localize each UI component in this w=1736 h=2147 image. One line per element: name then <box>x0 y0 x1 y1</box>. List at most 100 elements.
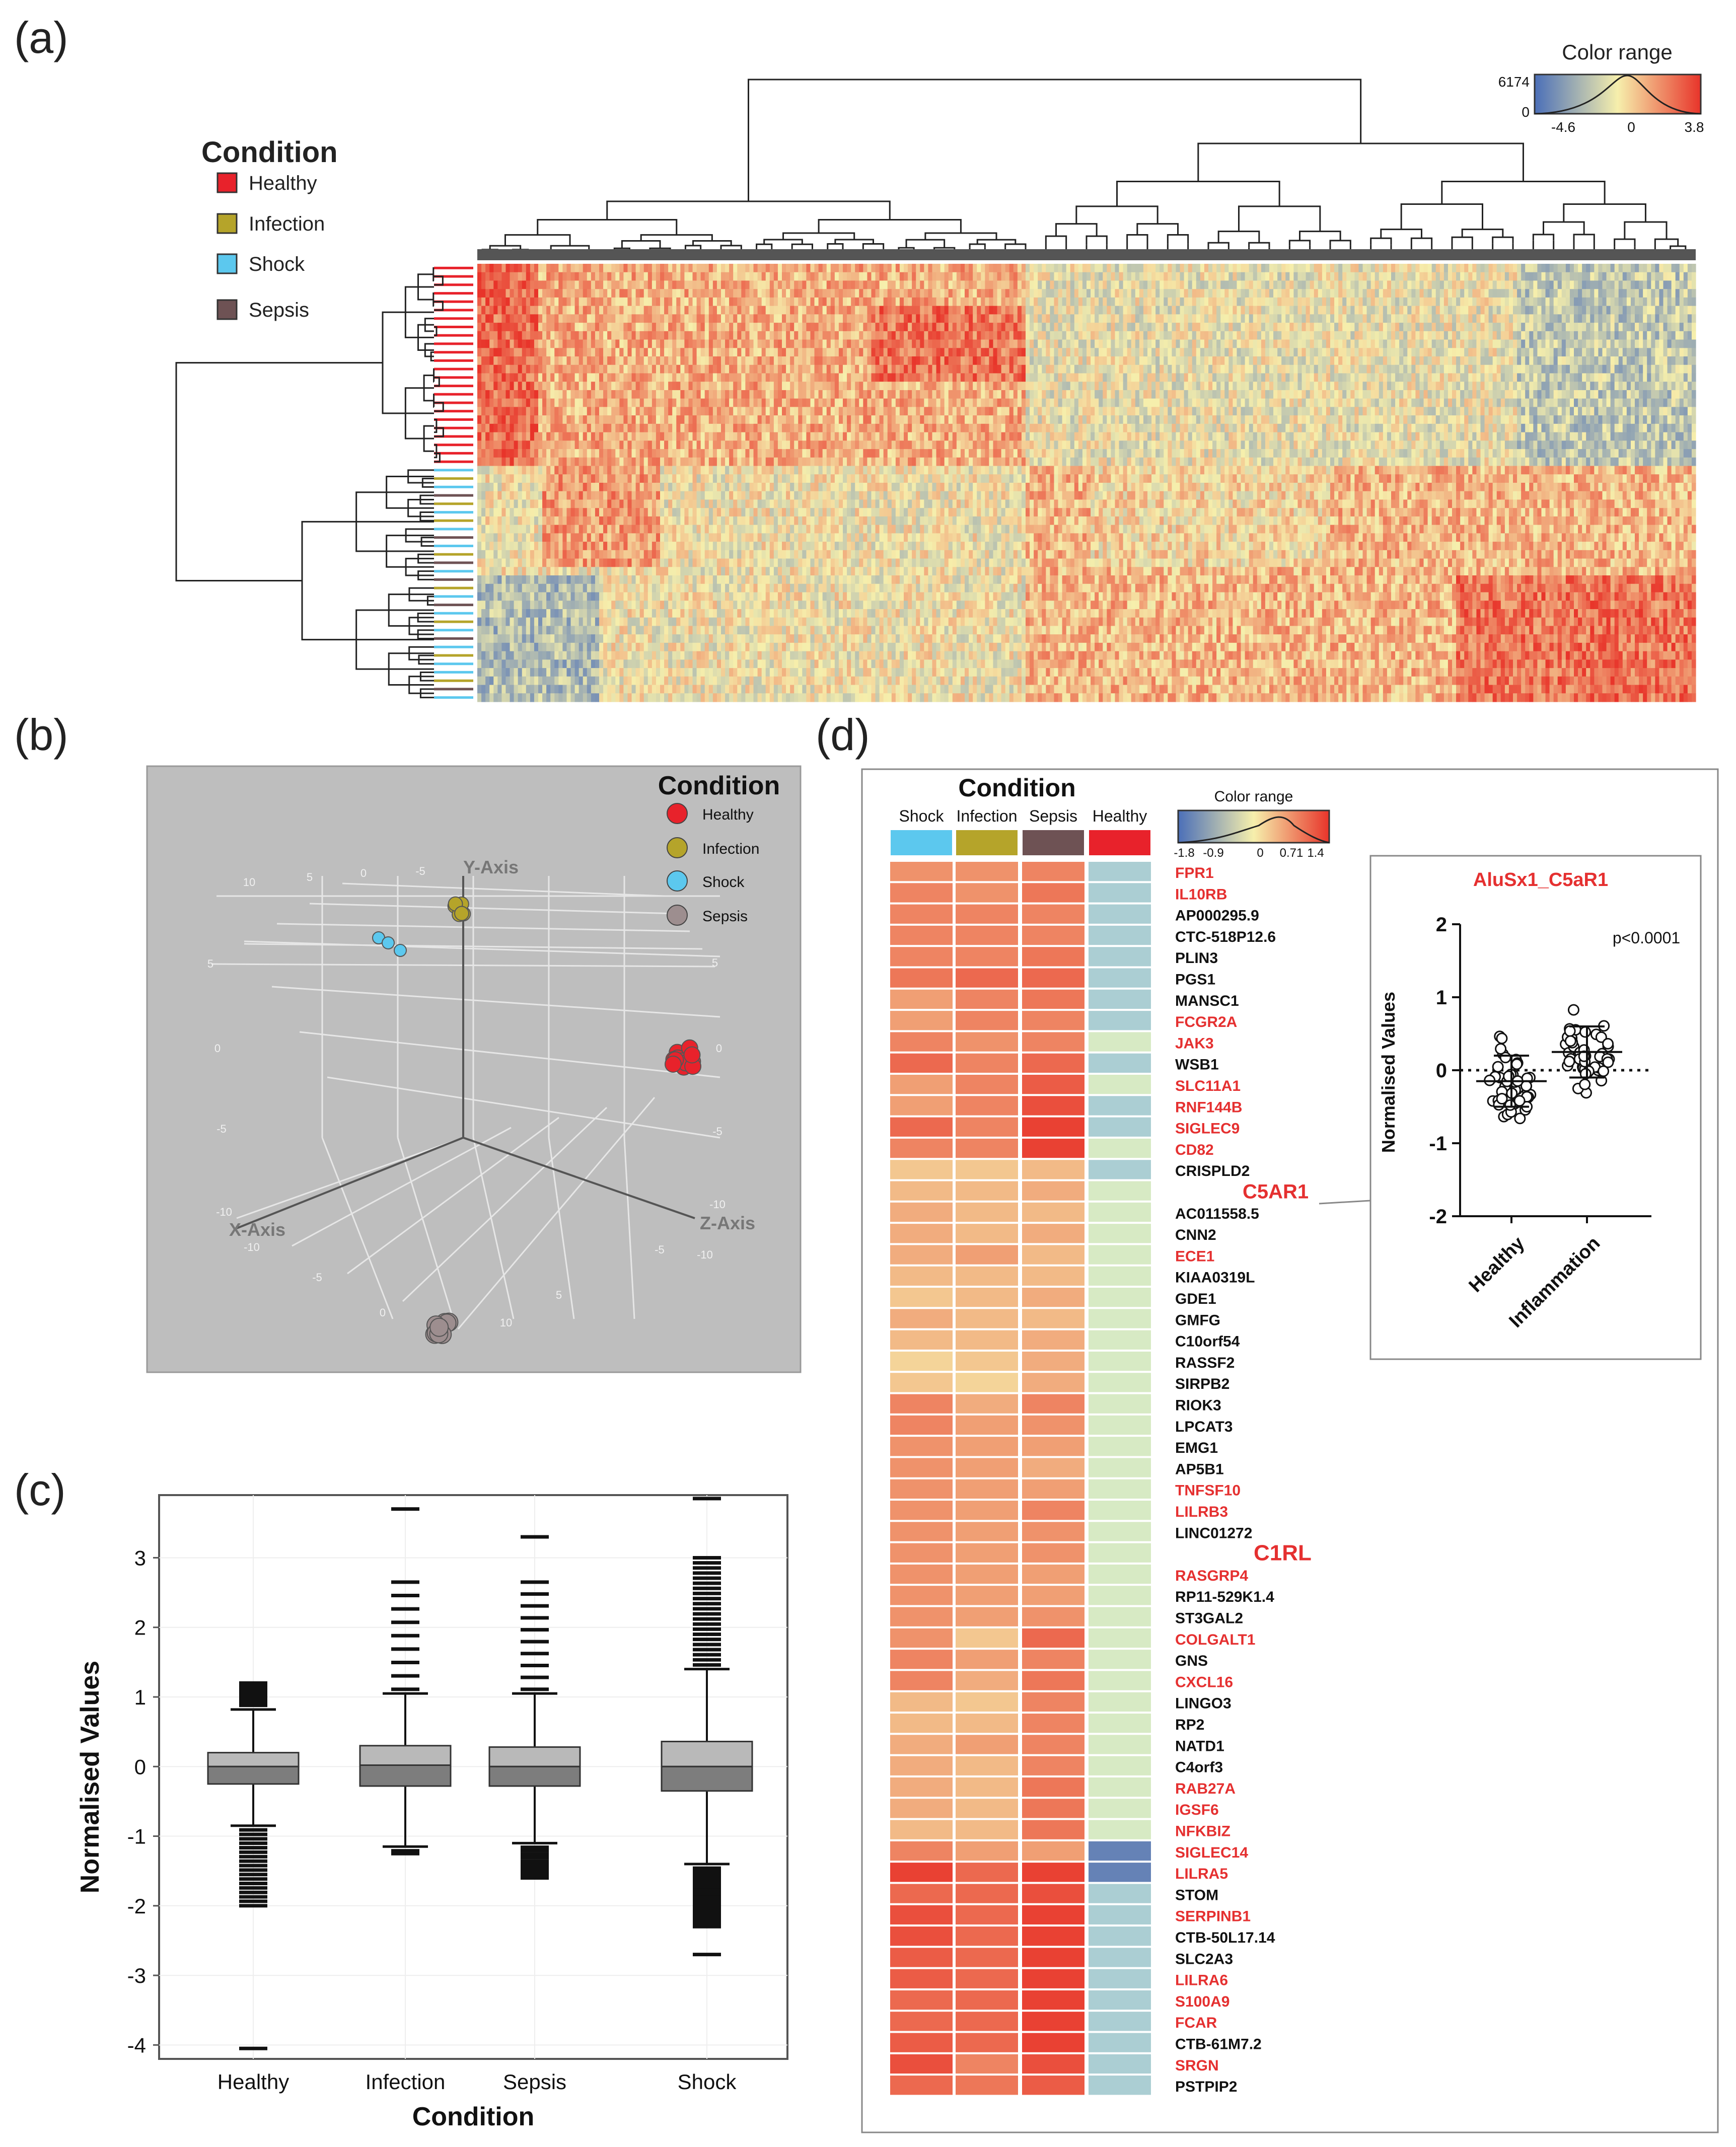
heatmap-cell <box>1253 339 1258 348</box>
heatmap-cell <box>526 264 531 273</box>
heatmap-cell <box>1484 306 1489 315</box>
heatmap-cell <box>1216 306 1221 315</box>
heatmap-cell <box>1196 398 1201 408</box>
heatmap-cell <box>578 398 584 408</box>
heatmap-cell <box>1095 280 1099 289</box>
heatmap-cell <box>1070 373 1075 382</box>
heatmap-cell <box>1155 356 1160 365</box>
heatmap-cell <box>1322 272 1327 281</box>
heatmap-cell <box>615 398 620 408</box>
heatmap-cell <box>875 356 880 365</box>
heatmap-cell <box>1127 331 1132 340</box>
heatmap-cell <box>1143 390 1148 399</box>
heatmap-cell <box>1366 339 1371 348</box>
heatmap-cell <box>1651 323 1655 332</box>
heatmap-cell <box>1472 264 1477 273</box>
heatmap-cell <box>753 306 758 315</box>
heatmap-cell <box>607 398 612 408</box>
heatmap-cell <box>782 390 786 399</box>
heatmap-cell <box>1147 364 1152 374</box>
heatmap-cell <box>623 348 628 357</box>
heatmap-cell <box>1606 331 1611 340</box>
heatmap-cell <box>1411 314 1416 323</box>
heatmap-cell <box>822 264 827 273</box>
heatmap-cell <box>1452 331 1457 340</box>
heatmap-cell <box>843 264 847 273</box>
heatmap-cell <box>489 272 494 281</box>
heatmap-cell <box>1289 280 1294 289</box>
heatmap-cell <box>1269 339 1274 348</box>
heatmap-cell <box>1091 314 1095 323</box>
heatmap-cell <box>1058 280 1063 289</box>
heatmap-cell <box>1277 264 1282 273</box>
heatmap-cell <box>1565 364 1570 374</box>
heatmap-cell <box>1310 280 1315 289</box>
heatmap-cell <box>1618 272 1623 281</box>
heatmap-cell <box>981 306 985 315</box>
heatmap-cell <box>1687 272 1692 281</box>
heatmap-cell <box>1322 356 1327 365</box>
heatmap-cell <box>1626 297 1631 307</box>
heatmap-cell <box>566 398 571 408</box>
heatmap-cell <box>1679 280 1684 289</box>
heatmap-cell <box>1111 297 1116 307</box>
heatmap-cell <box>838 356 843 365</box>
heatmap-cell <box>643 272 648 281</box>
heatmap-cell <box>1111 331 1116 340</box>
heatmap-cell <box>1131 297 1136 307</box>
heatmap-cell <box>1030 373 1034 382</box>
heatmap-cell <box>1399 373 1404 382</box>
heatmap-cell <box>1391 297 1396 307</box>
heatmap-cell <box>1622 339 1627 348</box>
heatmap-cell <box>851 289 855 298</box>
heatmap-cell <box>1679 272 1684 281</box>
heatmap-cell <box>1115 356 1120 365</box>
heatmap-cell <box>510 364 515 374</box>
heatmap-cell <box>1683 348 1688 357</box>
heatmap-cell <box>1504 264 1509 273</box>
heatmap-cell <box>973 297 977 307</box>
heatmap-cell <box>668 364 673 374</box>
heatmap-cell <box>1521 390 1526 399</box>
heatmap-cell <box>1452 306 1457 315</box>
heatmap-cell <box>1038 398 1042 408</box>
heatmap-cell <box>1472 297 1477 307</box>
heatmap-cell <box>1155 398 1160 408</box>
heatmap-cell <box>802 306 807 315</box>
heatmap-cell <box>932 356 937 365</box>
heatmap-cell <box>615 314 620 323</box>
heatmap-cell <box>1107 289 1111 298</box>
heatmap-cell <box>1228 264 1233 273</box>
heatmap-cell <box>1350 280 1355 289</box>
heatmap-cell <box>1435 306 1440 315</box>
heatmap-cell <box>912 272 916 281</box>
heatmap-cell <box>631 348 636 357</box>
heatmap-cell <box>1021 306 1026 315</box>
heatmap-cell <box>1030 382 1034 391</box>
heatmap-cell <box>916 272 920 281</box>
heatmap-cell <box>1484 331 1489 340</box>
heatmap-cell <box>1350 272 1355 281</box>
heatmap-cell <box>1277 314 1282 323</box>
heatmap-cell <box>822 390 827 399</box>
heatmap-cell <box>1379 364 1384 374</box>
heatmap-cell <box>830 390 835 399</box>
heatmap-cell <box>798 306 803 315</box>
heatmap-cell <box>1342 314 1347 323</box>
heatmap-cell <box>1508 289 1513 298</box>
heatmap-cell <box>1484 390 1489 399</box>
heatmap-cell <box>1058 398 1063 408</box>
heatmap-cell <box>928 390 933 399</box>
heatmap-cell <box>745 382 750 391</box>
heatmap-cell <box>643 398 648 408</box>
heatmap-cell <box>1119 314 1124 323</box>
heatmap-cell <box>806 364 811 374</box>
heatmap-cell <box>708 314 713 323</box>
heatmap-cell <box>1521 331 1526 340</box>
heatmap-cell <box>1115 264 1120 273</box>
heatmap-cell <box>1480 264 1485 273</box>
heatmap-cell <box>806 382 811 391</box>
heatmap-cell <box>676 289 681 298</box>
heatmap-cell <box>745 323 750 332</box>
heatmap-cell <box>534 382 539 391</box>
